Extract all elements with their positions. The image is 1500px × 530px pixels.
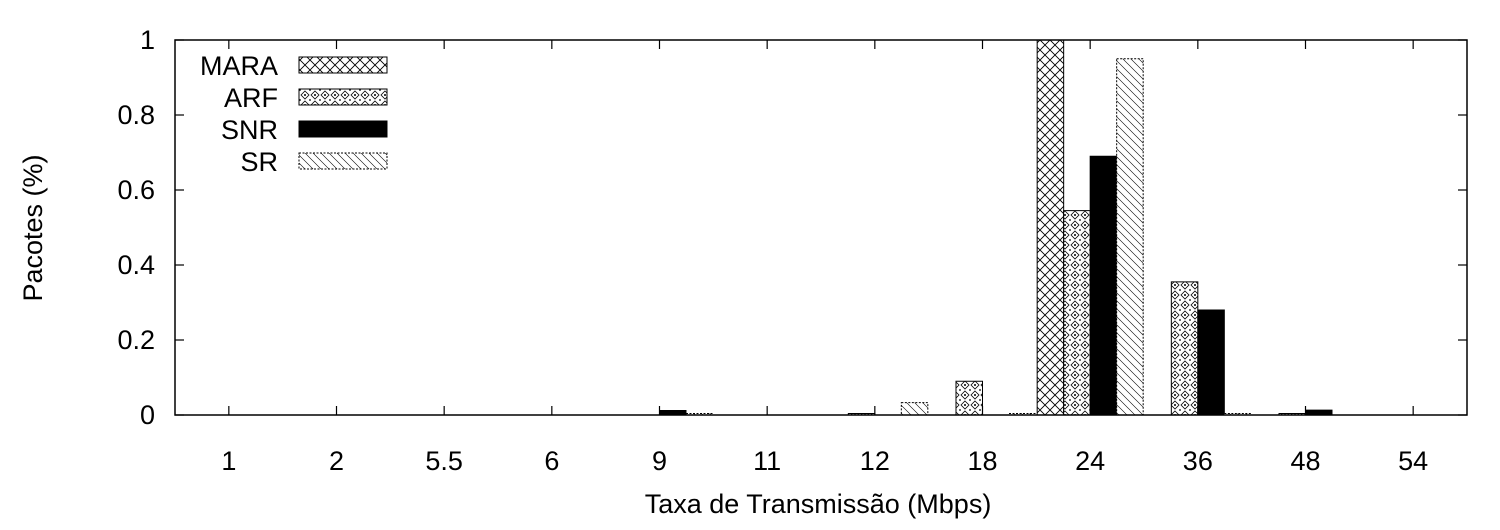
bar-sr-24	[1116, 58, 1144, 416]
x-tick-label: 5.5	[425, 446, 463, 476]
y-tick-label: 0.2	[117, 325, 155, 355]
bar-sr-12	[900, 402, 929, 416]
x-tick-label: 54	[1398, 446, 1428, 476]
x-tick-label: 24	[1075, 446, 1105, 476]
x-tick-label: 36	[1183, 446, 1213, 476]
x-tick-label: 12	[860, 446, 890, 476]
x-tick-label: 18	[967, 446, 997, 476]
y-tick-label: 0	[140, 400, 155, 430]
legend-label-mara: MARA	[200, 51, 278, 81]
bar-arf-24	[1063, 210, 1091, 416]
bar-snr-24	[1089, 155, 1118, 416]
y-tick-label: 0.8	[117, 100, 155, 130]
bar-mara-24	[1036, 39, 1065, 416]
bar-snr-36	[1197, 309, 1225, 416]
y-tick-label: 0.6	[117, 175, 155, 205]
legend-swatch-arf	[298, 88, 388, 106]
y-tick-label: 0.4	[117, 250, 155, 280]
plot-frame	[174, 39, 1468, 416]
y-axis-title: Pacotes (%)	[18, 154, 48, 301]
legend-label-sr: SR	[240, 147, 278, 177]
x-axis-title: Taxa de Transmissão (Mbps)	[645, 489, 992, 519]
legend-swatch-sr	[298, 152, 388, 170]
x-tick-label: 1	[221, 446, 236, 476]
legend-swatch-mara	[298, 56, 388, 74]
x-tick-label: 11	[753, 446, 781, 476]
x-tick-label: 9	[652, 446, 667, 476]
legend-label-arf: ARF	[224, 83, 278, 113]
bar-arf-36	[1170, 281, 1199, 416]
legend-label-snr: SNR	[221, 115, 278, 145]
legend-swatch-snr	[298, 120, 388, 138]
x-tick-label: 2	[329, 446, 344, 476]
y-tick-label: 1	[140, 25, 155, 55]
x-tick-label: 6	[544, 446, 559, 476]
x-tick-label: 48	[1290, 446, 1320, 476]
bar-arf-18	[955, 380, 983, 416]
